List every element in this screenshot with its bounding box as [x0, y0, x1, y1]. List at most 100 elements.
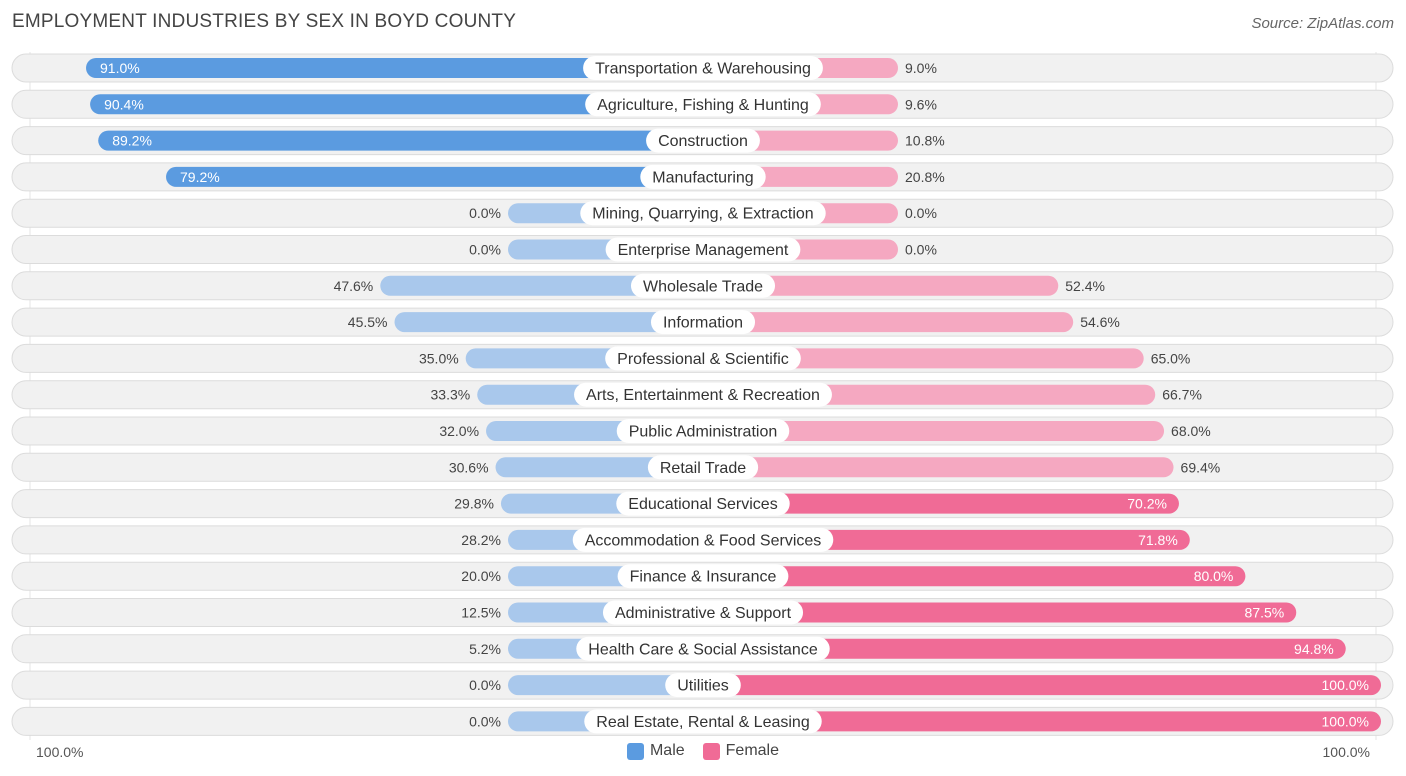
axis-right-label: 100.0%	[1322, 744, 1370, 760]
value-label-female: 87.5%	[1245, 605, 1285, 621]
value-label-female: 71.8%	[1138, 532, 1178, 548]
chart-title: EMPLOYMENT INDUSTRIES BY SEX IN BOYD COU…	[12, 11, 517, 32]
bar-female	[703, 275, 1059, 296]
chart-row: 29.8% 70.2% Educational Services	[11, 489, 1394, 519]
category-label: Real Estate, Rental & Leasing	[596, 714, 809, 731]
legend: Male Female	[0, 742, 1406, 760]
chart-row: 0.0% 100.0% Real Estate, Rental & Leasing	[11, 706, 1394, 736]
chart-row: 33.3% 66.7% Arts, Entertainment & Recreati…	[11, 380, 1394, 410]
chart-row: 89.2% 10.8% Construction	[11, 126, 1394, 156]
bar-male	[166, 166, 704, 187]
category-label-pill	[574, 382, 832, 407]
category-label: Mining, Quarrying, & Extraction	[592, 206, 813, 223]
value-label-male: 30.6%	[449, 459, 489, 475]
category-label-pill	[617, 564, 789, 589]
chart-row: 0.0% 100.0% Utilities	[11, 670, 1394, 700]
category-label: Arts, Entertainment & Recreation	[586, 387, 820, 404]
category-label: Wholesale Trade	[643, 278, 763, 295]
bar-male	[90, 94, 703, 115]
value-label-male: 0.0%	[469, 242, 501, 258]
bar-female	[703, 493, 1179, 514]
value-label-female: 0.0%	[905, 242, 937, 258]
category-label-pill	[583, 56, 823, 80]
category-label: Agriculture, Fishing & Hunting	[597, 97, 809, 114]
value-label-female: 65.0%	[1151, 350, 1191, 366]
value-label-male: 12.5%	[461, 605, 501, 621]
chart-row: 0.0% 0.0% Enterprise Management	[11, 235, 1394, 264]
chart-row: 28.2% 71.8% Accommodation & Food Services	[11, 525, 1394, 555]
chart-row: 12.5% 87.5% Administrative & Support	[11, 598, 1394, 627]
value-label-female: 20.8%	[905, 169, 945, 185]
chart-row: 5.2% 94.8% Health Care & Social Assistance	[11, 634, 1394, 664]
value-label-male: 47.6%	[334, 278, 374, 294]
value-label-male: 32.0%	[439, 423, 479, 439]
bar-female	[703, 602, 1297, 623]
value-label-female: 94.8%	[1294, 641, 1334, 657]
value-label-male: 79.2%	[180, 169, 220, 185]
value-label-female: 69.4%	[1181, 459, 1221, 475]
bar-male	[86, 58, 703, 78]
category-label-pill	[630, 273, 776, 298]
chart-row: 32.0% 68.0% Public Administration	[11, 416, 1394, 446]
value-label-male: 33.3%	[431, 387, 471, 403]
chart-row: 90.4% 9.6% Agriculture, Fishing & Hunting	[11, 89, 1394, 119]
legend-item-male: Male	[626, 742, 685, 760]
category-label: Public Administration	[629, 424, 778, 441]
bar-female	[703, 675, 1381, 696]
category-label-pill	[585, 92, 821, 117]
category-label-pill	[640, 164, 766, 189]
category-label: Transportation & Warehousing	[595, 61, 811, 78]
legend-label-female: Female	[725, 742, 780, 759]
value-label-male: 45.5%	[348, 314, 388, 330]
bar-chart: 91.0% 9.0% Transportation & Warehousing 90.…	[11, 52, 1394, 740]
category-label-pill	[584, 709, 822, 734]
category-label: Manufacturing	[652, 169, 753, 186]
value-label-male: 35.0%	[419, 350, 459, 366]
legend-swatch-female	[702, 742, 720, 760]
category-label-pill	[616, 491, 790, 516]
bar-female	[703, 566, 1246, 587]
category-label-pill	[605, 346, 801, 371]
value-label-female: 54.6%	[1080, 314, 1120, 330]
category-label-pill	[646, 128, 760, 153]
value-label-male: 0.0%	[469, 713, 501, 729]
bar-male	[508, 675, 703, 696]
category-label: Educational Services	[628, 496, 777, 513]
bar-female	[703, 348, 1144, 369]
value-label-female: 70.2%	[1127, 496, 1167, 512]
value-label-female: 52.4%	[1065, 278, 1105, 294]
category-label-pill	[576, 636, 830, 661]
category-label-pill	[572, 527, 834, 552]
category-label-pill	[665, 673, 741, 698]
value-label-male: 91.0%	[100, 60, 140, 76]
value-label-female: 68.0%	[1171, 423, 1211, 439]
chart-row: 47.6% 52.4% Wholesale Trade	[11, 271, 1394, 301]
category-label-pill	[616, 419, 790, 443]
category-label: Construction	[658, 133, 748, 150]
chart-row: 35.0% 65.0% Professional & Scientific	[11, 343, 1394, 373]
bar-female	[703, 312, 1074, 333]
value-label-male: 29.8%	[454, 496, 494, 512]
bar-male	[380, 275, 703, 296]
axis-left-label: 100.0%	[36, 744, 84, 760]
chart-row: 0.0% 0.0% Mining, Quarrying, & Extraction	[11, 198, 1394, 228]
value-label-male: 28.2%	[461, 532, 501, 548]
category-label-pill	[650, 310, 756, 335]
value-label-female: 9.6%	[905, 96, 937, 112]
legend-swatch-male	[626, 742, 644, 760]
category-label: Accommodation & Food Services	[585, 532, 822, 549]
value-label-female: 0.0%	[905, 205, 937, 221]
chart-row: 20.0% 80.0% Finance & Insurance	[11, 561, 1394, 591]
value-label-male: 90.4%	[104, 96, 144, 112]
value-label-female: 9.0%	[905, 60, 937, 76]
category-label-pill	[602, 600, 804, 625]
value-label-female: 66.7%	[1162, 387, 1202, 403]
category-label: Information	[663, 315, 743, 332]
value-label-male: 5.2%	[469, 641, 501, 657]
chart-row: 91.0% 9.0% Transportation & Warehousing	[11, 53, 1394, 83]
category-label: Health Care & Social Assistance	[588, 641, 818, 658]
category-label: Retail Trade	[660, 460, 746, 477]
bar-female	[703, 457, 1174, 478]
category-label: Administrative & Support	[615, 605, 792, 622]
value-label-male: 20.0%	[461, 568, 501, 584]
